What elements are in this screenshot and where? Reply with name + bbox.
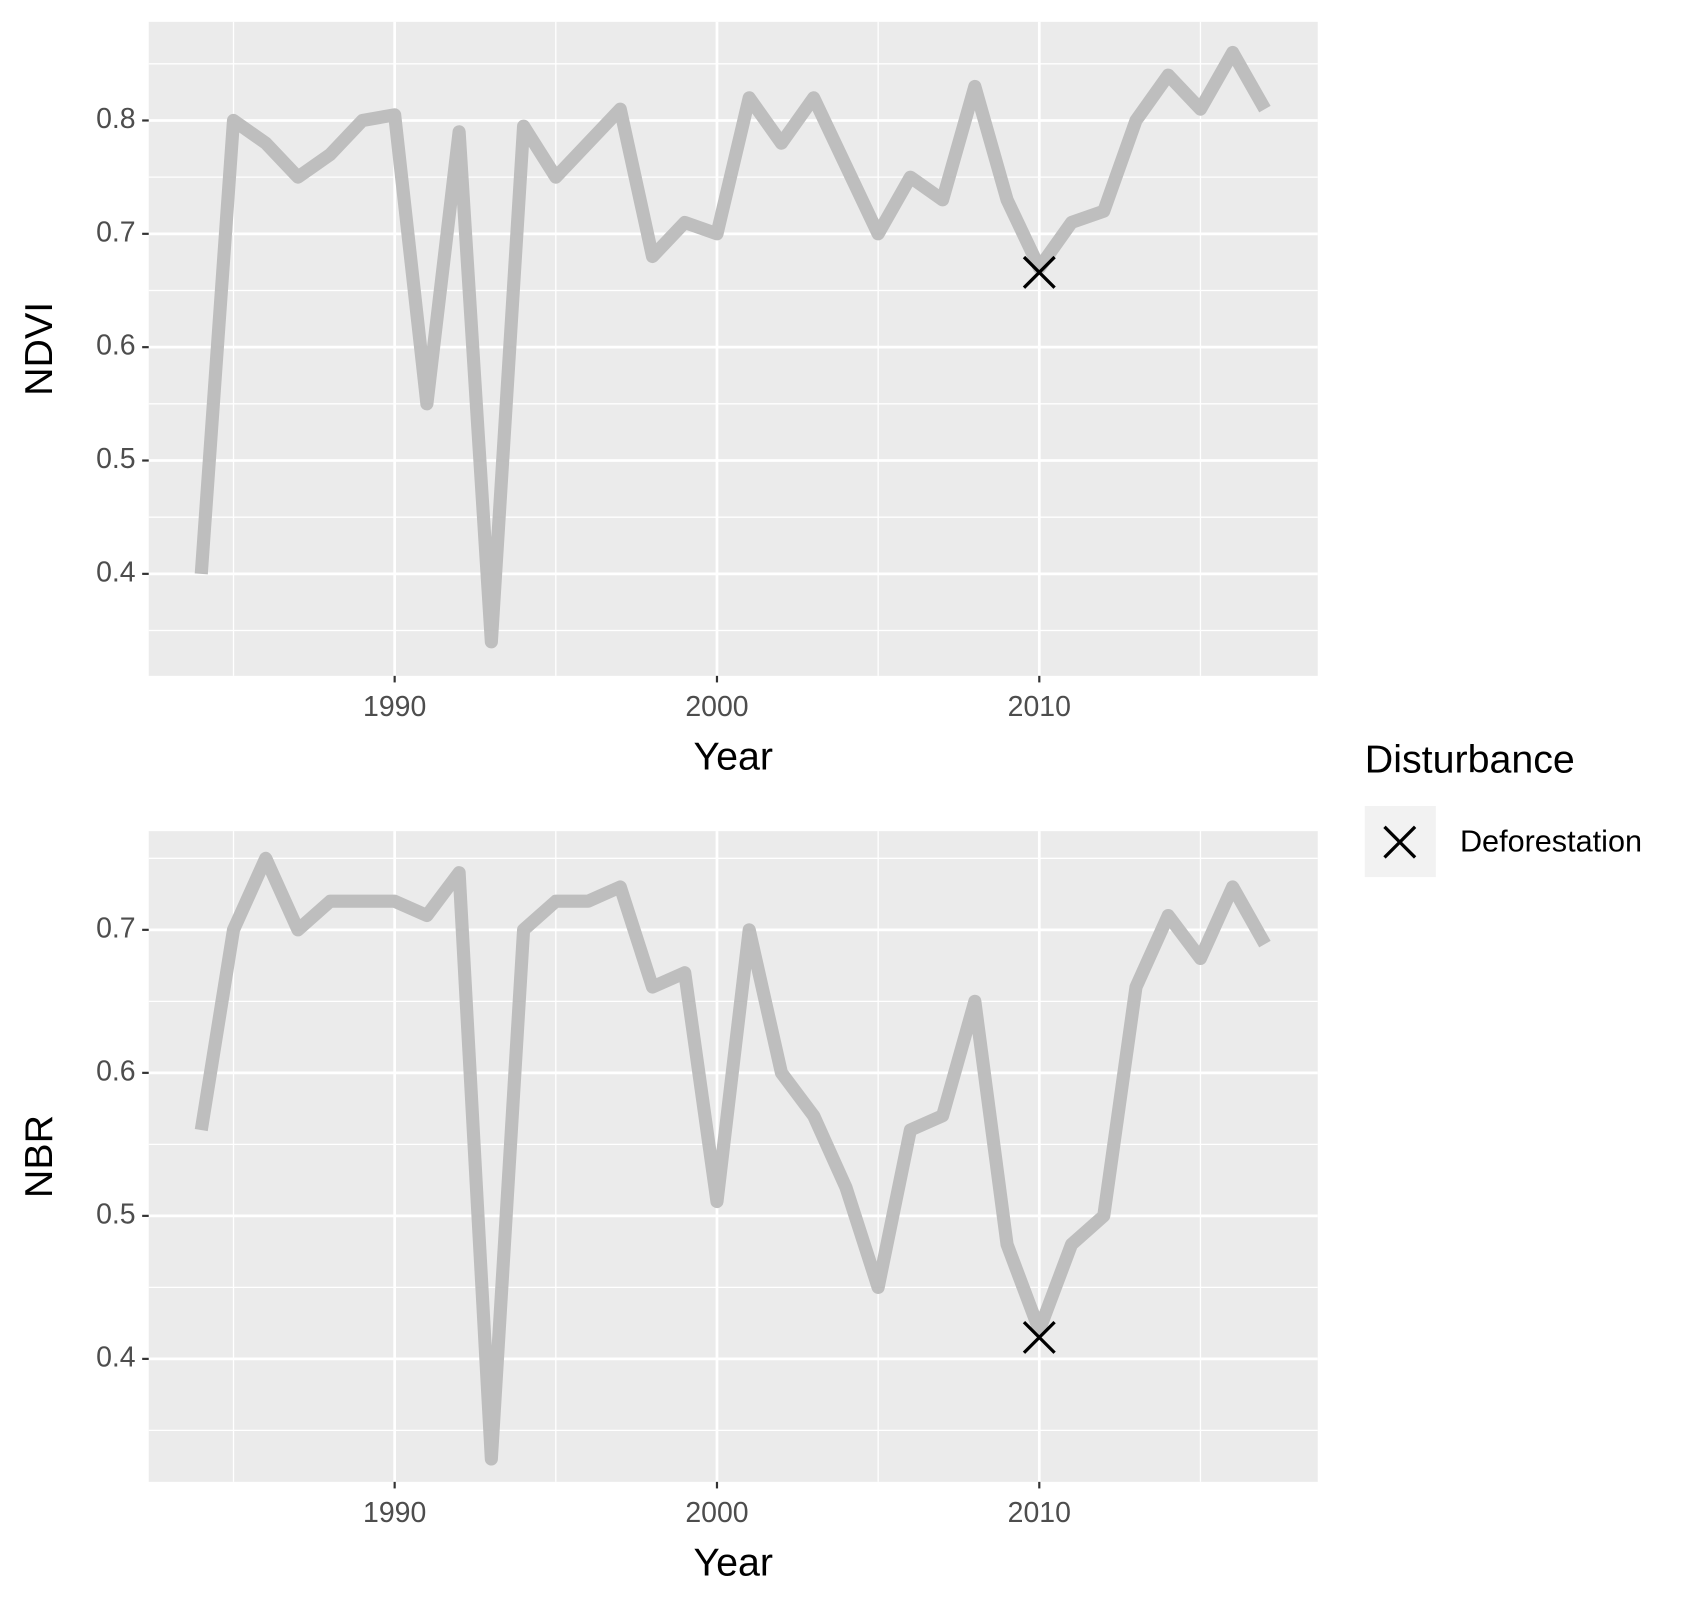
x-axis-title: Year [693, 734, 773, 778]
y-tick-label: 0.5 [96, 443, 136, 475]
x-tick-label: 1990 [363, 1497, 426, 1529]
marker [1022, 255, 1056, 289]
y-axis-title: NBR [17, 1115, 61, 1198]
y-tick-label: 0.8 [96, 103, 136, 135]
plot-background [148, 831, 1318, 1482]
x-tick-label: 2000 [685, 1497, 748, 1529]
y-tick-label: 0.7 [96, 912, 136, 944]
x-tick-label: 2010 [1008, 1497, 1071, 1529]
panel: 0.4 0.5 0.6 0.7 0.8 1990 2000 2010 Year NDVI [17, 21, 1318, 778]
y-tick-label: 0.7 [96, 216, 136, 248]
x-tick-label: 1990 [363, 691, 426, 723]
y-tick-label: 0.6 [96, 1055, 136, 1087]
x-tick-label: 2010 [1008, 691, 1071, 723]
y-tick-label: 0.6 [96, 330, 136, 362]
y-tick-label: 0.5 [96, 1198, 136, 1230]
marker [1022, 1320, 1056, 1354]
x-tick-label: 2000 [685, 691, 748, 723]
y-tick-label: 0.4 [96, 1341, 136, 1373]
y-tick-label: 0.4 [96, 556, 136, 588]
data-line [194, 45, 1271, 649]
y-axis-title: NDVI [17, 302, 61, 396]
legend: Disturbance Deforestation [1364, 738, 1642, 878]
legend-symbol [1383, 825, 1417, 859]
legend-label: Deforestation [1460, 824, 1642, 858]
x-axis-title: Year [693, 1540, 773, 1584]
legend-title: Disturbance [1365, 738, 1575, 782]
data-line [194, 851, 1271, 1466]
panel: 0.4 0.5 0.6 0.7 1990 2000 2010 Year NBR [17, 831, 1318, 1584]
